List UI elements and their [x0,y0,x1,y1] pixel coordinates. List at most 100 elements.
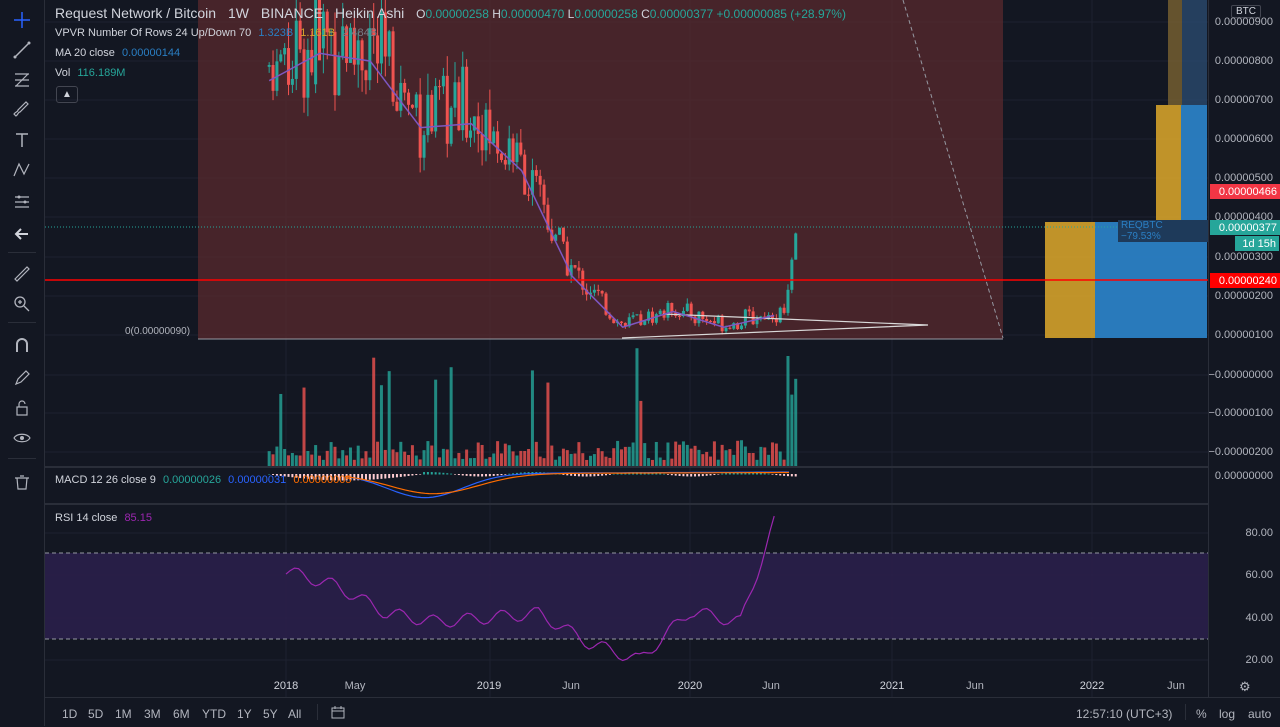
percent-toggle[interactable]: % [1196,707,1207,721]
candle-body [639,314,643,325]
vol-legend[interactable]: Vol 116.189M [55,67,125,79]
volume-bar [654,441,658,466]
symbol-name: Request Network / Bitcoin [55,5,217,21]
back-arrow-icon[interactable] [8,222,36,246]
log-toggle[interactable]: log [1219,707,1236,721]
timeframe-ytd[interactable]: YTD [202,707,226,721]
price-scale[interactable]: BTC 0.00000900 0.00000800 0.00000700 0.0… [1208,0,1280,697]
macd-hist-bar [519,472,522,475]
ma-legend[interactable]: MA 20 close 0.00000144 [55,47,180,59]
volume-bar [790,394,794,466]
volume-bar [488,457,492,466]
collapse-legend-button[interactable]: ▲ [56,86,78,103]
candle-body [267,64,271,67]
lock-icon[interactable] [8,396,36,420]
macd-hist-bar [326,474,329,481]
volume-bar [716,459,720,466]
c-value: 0.00000377 [649,7,714,21]
volume-bar [476,442,480,466]
volume-tick: −0.00000200 [1208,446,1273,458]
zoom-icon[interactable] [8,292,36,316]
pattern-icon[interactable] [8,158,36,182]
prediction-icon[interactable] [8,190,36,214]
candle-body [488,109,492,144]
price-tick: 0.00000700 [1214,94,1273,106]
candle-body [472,116,476,131]
candle-body [585,289,589,295]
candle-body [720,315,724,332]
candle-body [507,138,511,165]
chart-area[interactable]: Request Network / Bitcoin 1W BINANCE Hei… [45,0,1208,697]
timeframe-6m[interactable]: 6M [173,707,190,721]
volume-bar [306,450,310,466]
volume-bar [283,448,287,466]
volume-bar [372,357,376,466]
macd-hist-bar [500,474,503,476]
x-tick: 2019 [476,680,502,692]
macd-hist-bar [678,474,681,476]
x-tick: 2018 [273,680,299,692]
rsi-legend[interactable]: RSI 14 close 85.15 [55,512,152,524]
timeframe-5d[interactable]: 5D [88,707,104,721]
macd-signal-line [344,471,789,495]
c-label: C [641,7,650,21]
volume-bar [639,400,643,466]
x-tick: 2022 [1079,680,1105,692]
macd-legend[interactable]: MACD 12 26 close 9 0.00000026 0.00000031… [55,474,351,486]
drawing-toolbar [0,0,45,726]
trash-icon[interactable] [8,470,36,494]
volume-bar [407,454,411,466]
macd-hist-bar [291,474,294,478]
candle-body [728,327,732,329]
ohlc-values: O0.00000258 H0.00000470 L0.00000258 C0.0… [416,7,846,21]
candle-body [492,131,496,144]
volume-bar [465,449,469,466]
pane-separator-macd[interactable] [45,466,1208,468]
pencil-lock-icon[interactable] [8,366,36,390]
volume-bar [453,458,457,466]
rsi-band [45,553,1208,639]
calendar-icon[interactable] [331,705,345,722]
timeframe-all[interactable]: All [288,707,302,721]
magnet-icon[interactable] [8,334,36,358]
currency-badge[interactable]: BTC [1231,5,1261,18]
volume-bar [740,440,744,466]
candle-body [724,327,728,332]
timeframe-3m[interactable]: 3M [144,707,161,721]
crosshair-icon[interactable] [8,8,36,32]
vol-label: Vol [55,67,71,79]
macd-hist-bar [709,474,712,476]
ruler-icon[interactable] [8,262,36,286]
eye-icon[interactable] [8,426,36,450]
volume-bar [290,452,294,466]
timeframe-5y[interactable]: 5Y [263,707,278,721]
macd-hist-bar [423,472,426,475]
macd-hist-bar [469,474,472,477]
macd-hist-bar [608,474,611,475]
trend-line-icon[interactable] [8,38,36,62]
timeframe-1d[interactable]: 1D [62,707,78,721]
timeframe-1y[interactable]: 1Y [237,707,252,721]
volume-bar [743,446,747,466]
symbol-legend[interactable]: Request Network / Bitcoin 1W BINANCE Hei… [55,5,846,21]
auto-toggle[interactable]: auto [1248,707,1272,721]
clock-text[interactable]: 12:57:10 (UTC+3) [1076,707,1173,721]
candle-body [666,302,670,318]
candle-body [465,66,469,138]
macd-hist-bar [752,472,755,475]
vpvr-legend[interactable]: VPVR Number Of Rows 24 Up/Down 70 1.323B… [55,27,377,39]
candle-body [689,303,693,317]
text-icon[interactable] [8,128,36,152]
macd-hist-bar [357,474,360,481]
pane-separator-rsi[interactable] [45,503,1208,505]
rsi-tick: 40.00 [1245,612,1273,624]
price-chart[interactable] [45,0,1208,697]
candle-body [441,75,445,87]
settings-gear-icon[interactable]: ⚙ [1239,679,1251,694]
timeframe-1m[interactable]: 1M [115,707,132,721]
brush-icon[interactable] [8,98,36,122]
candle-body [740,325,744,330]
fib-tool-icon[interactable] [8,68,36,92]
candle-body [387,31,391,57]
volume-bar [681,441,685,466]
